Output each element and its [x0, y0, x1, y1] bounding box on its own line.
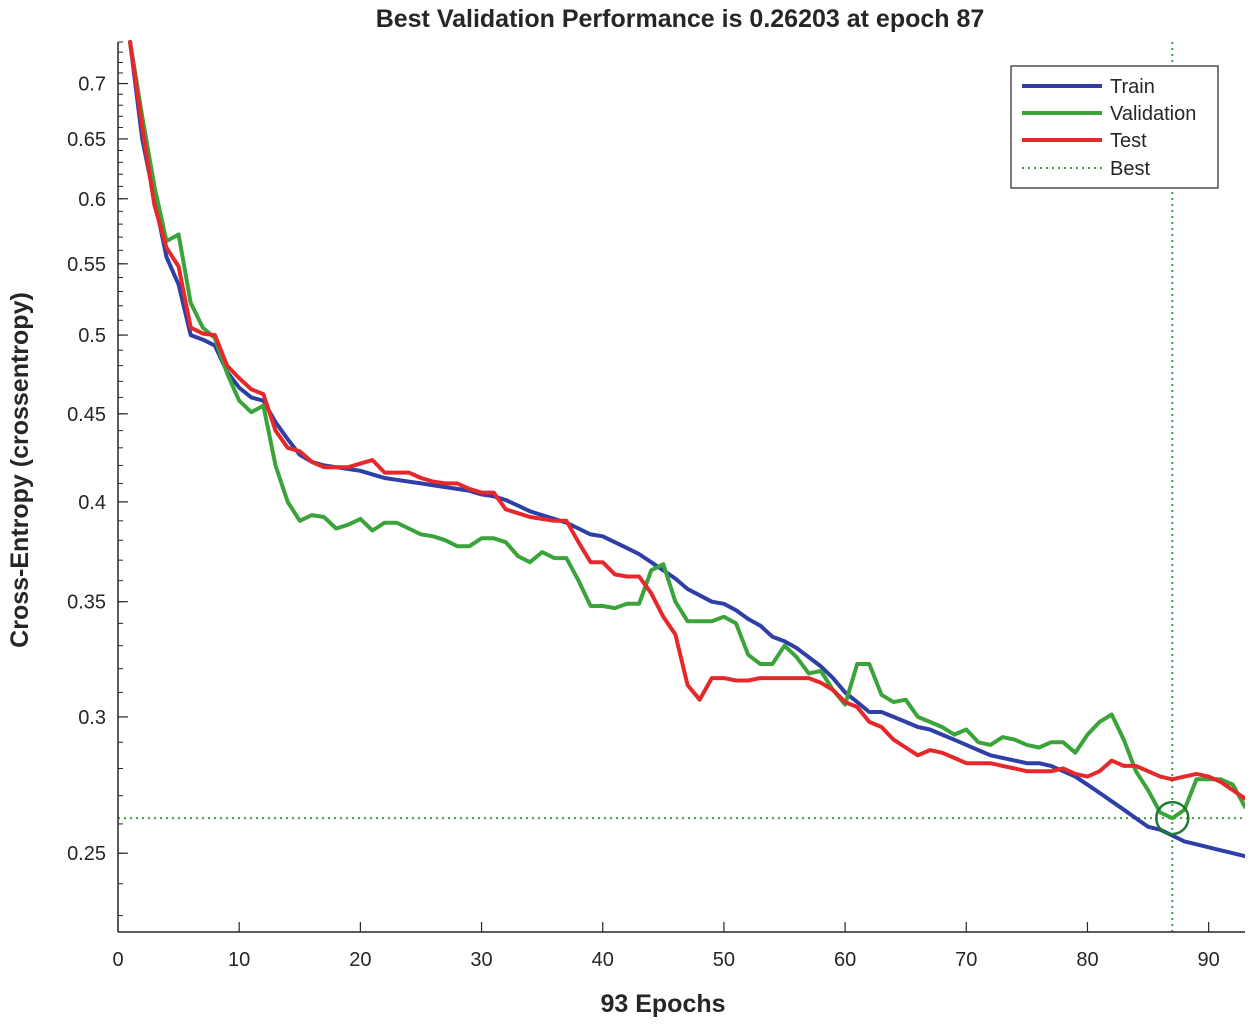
plot-area — [118, 40, 1245, 932]
y-tick-label: 0.65 — [67, 129, 106, 151]
series-line-test — [128, 40, 1245, 801]
y-tick-label: 0.45 — [67, 404, 106, 426]
y-tick-label: 0.3 — [78, 707, 106, 729]
x-tick-label: 50 — [713, 949, 735, 971]
best-marker — [1155, 800, 1190, 836]
x-tick-label: 70 — [955, 949, 977, 971]
x-tick-label: 20 — [349, 949, 371, 971]
x-tick-label: 60 — [834, 949, 856, 971]
chart-title: Best Validation Performance is 0.26203 a… — [376, 5, 985, 33]
x-axis-ticks: 0 10 20 30 40 50 60 70 80 90 — [112, 922, 1220, 971]
x-tick-label: 10 — [228, 949, 250, 971]
series-line-validation — [128, 40, 1245, 821]
legend-label-train: Train — [1110, 76, 1155, 98]
y-tick-label: 0.35 — [67, 592, 106, 614]
y-tick-label: 0.7 — [78, 74, 106, 96]
series-lines — [128, 40, 1245, 859]
legend-label-validation: Validation — [1110, 103, 1196, 125]
legend-label-best: Best — [1110, 158, 1150, 180]
x-tick-label: 0 — [112, 949, 123, 971]
x-tick-label: 90 — [1198, 949, 1220, 971]
y-tick-label: 0.25 — [67, 843, 106, 865]
x-tick-label: 40 — [592, 949, 614, 971]
x-tick-label: 80 — [1076, 949, 1098, 971]
legend[interactable]: Train Validation Test Best — [1010, 65, 1219, 189]
y-tick-label: 0.6 — [78, 189, 106, 211]
x-tick-label: 30 — [470, 949, 492, 971]
legend-label-test: Test — [1110, 130, 1147, 152]
y-tick-label: 0.4 — [78, 492, 106, 514]
y-tick-label: 0.5 — [78, 325, 106, 347]
x-axis-label: 93 Epochs — [600, 990, 725, 1018]
y-tick-label: 0.55 — [67, 254, 106, 276]
y-axis-label: Cross-Entropy (crossentropy) — [6, 292, 34, 648]
y-axis-ticks: 0.25 0.3 0.35 0.4 0.45 0.5 0.55 0.6 0.65 0.7 — [67, 41, 128, 917]
